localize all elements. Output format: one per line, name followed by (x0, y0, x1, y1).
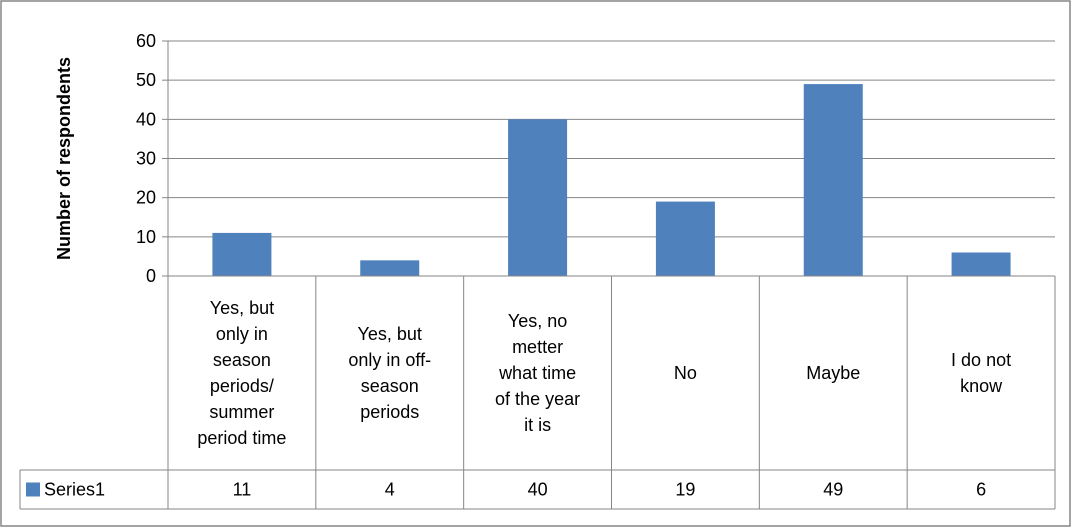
bar (508, 119, 568, 276)
y-tick-label: 50 (136, 70, 156, 90)
y-tick-label: 40 (136, 109, 156, 129)
data-table-value: 11 (233, 480, 252, 500)
y-tick-label: 10 (136, 227, 156, 247)
category-label: what time (498, 363, 576, 383)
data-table: Yes, but only in season periods/summer perio… (19, 275, 1056, 510)
category-label: it is (524, 415, 551, 435)
category-label: Yes, no (508, 311, 567, 331)
bars (212, 84, 1011, 276)
legend-key (26, 482, 40, 497)
y-tick-label: 30 (136, 149, 156, 169)
category-label: period time (197, 428, 286, 448)
category-label: of the year (495, 389, 580, 409)
category-label: only in off- (348, 350, 431, 370)
bar (951, 252, 1011, 276)
legend-series-name: Series1 (44, 480, 105, 500)
bar (655, 201, 715, 276)
bar (360, 260, 420, 276)
category-label: No (674, 363, 697, 383)
bar (212, 232, 272, 276)
bar (803, 84, 863, 276)
data-table-value: 4 (385, 480, 395, 500)
category-label: I do not (951, 350, 1011, 370)
y-axis-ticks: 0 10 20 30 40 50 60 (136, 31, 168, 286)
y-tick-label: 60 (136, 31, 156, 51)
y-tick-label: 20 (136, 188, 156, 208)
category-label: season (361, 376, 419, 396)
category-label: season (213, 350, 271, 370)
data-table-value: 40 (528, 480, 548, 500)
category-label: Yes, but (210, 298, 274, 318)
data-table-value: 19 (675, 480, 695, 500)
category-label: summer (209, 402, 274, 422)
category-label: know (960, 376, 1003, 396)
data-table-value: 6 (976, 480, 986, 500)
y-tick-label: 0 (146, 266, 156, 286)
y-axis-title: Number of respondents (54, 57, 74, 260)
category-label: periods/ (210, 376, 274, 396)
category-label: Maybe (806, 363, 860, 383)
category-label: metter (512, 337, 563, 357)
data-table-value: 49 (823, 480, 843, 500)
category-label: periods (360, 402, 419, 422)
category-label: Yes, but (358, 324, 422, 344)
category-label: only in (216, 324, 268, 344)
